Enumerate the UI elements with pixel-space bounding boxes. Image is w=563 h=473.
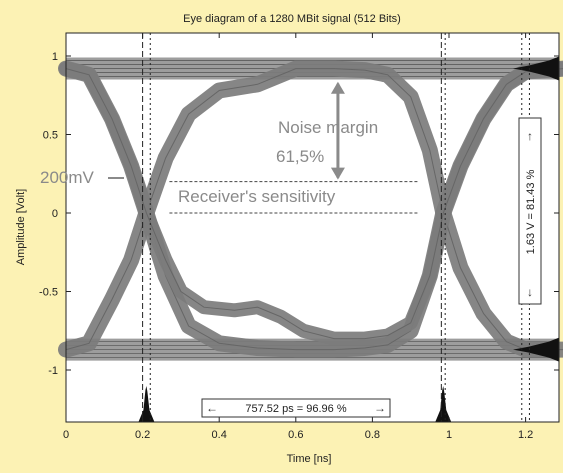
eye-width-left-arrow: ←: [206, 401, 218, 415]
low-level-histogram: [513, 337, 559, 362]
eye-width-right-arrow: →: [374, 401, 386, 415]
x-axis-label: Time [ns]: [287, 453, 332, 465]
eye-opening-up-arrow: ↑: [527, 129, 533, 143]
eye-opening-box: [518, 117, 542, 305]
marker-lines: [108, 33, 530, 422]
time-histogram-2: [435, 386, 452, 422]
y-tick-label: 0: [52, 208, 58, 220]
eye-opening-down-arrow: ↓: [527, 285, 533, 299]
noise-margin-label: Noise margin: [278, 118, 378, 137]
chart-title: Eye diagram of a 1280 MBit signal (512 B…: [183, 13, 401, 25]
x-tick-label: 0.2: [135, 429, 150, 441]
y-axis-label: Amplitude [Volt]: [15, 189, 27, 265]
eye-opening-label: 1.63 V = 81.43 %: [525, 169, 537, 254]
level-200mv-label: 200mV: [40, 168, 95, 187]
eye-width-label: 757.52 ps = 96.96 %: [245, 403, 346, 415]
eye-trace-core-2: [65, 68, 563, 351]
noise-percent-label: 61,5%: [276, 147, 324, 166]
sensitivity-label: Receiver's sensitivity: [178, 187, 336, 206]
plot-frame: [65, 32, 560, 423]
eye-trace-core-3: [65, 68, 563, 340]
noise-margin-arrow-down: [330, 167, 345, 180]
y-tick-label: 0.5: [43, 130, 58, 142]
eye-traces: [58, 57, 563, 361]
x-tick-label: 1: [446, 429, 452, 441]
x-tick-label: 1.2: [518, 429, 533, 441]
x-tick-label: 0.6: [288, 429, 303, 441]
y-tick-label: -0.5: [39, 287, 58, 299]
noise-margin-arrow-up: [330, 81, 345, 94]
eye-width-box: [201, 398, 391, 418]
axis-ticks: 0 0.2 0.4 0.6 0.8 1 1.2 1 0.5 0 -0.5 -1: [39, 33, 559, 441]
x-tick-label: 0: [63, 429, 69, 441]
x-tick-label: 0.8: [365, 429, 380, 441]
y-tick-label: 1: [52, 51, 58, 63]
high-level-histogram: [513, 56, 559, 81]
x-tick-label: 0.4: [212, 429, 227, 441]
y-tick-label: -1: [48, 365, 58, 377]
